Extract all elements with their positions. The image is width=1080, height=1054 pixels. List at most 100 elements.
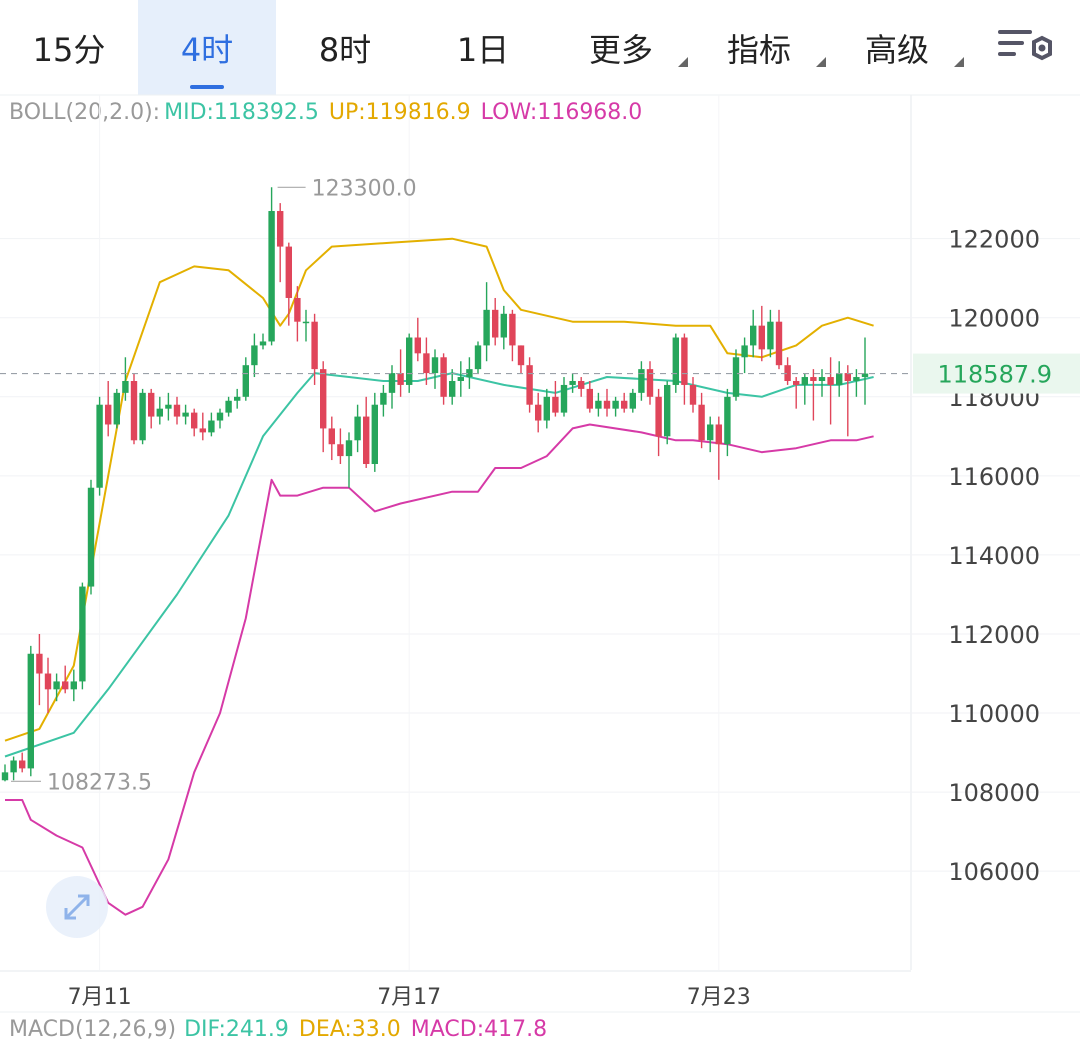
candle: [578, 377, 585, 397]
candle-body: [388, 373, 396, 393]
candle-body: [500, 313, 507, 338]
candle: [431, 349, 439, 389]
candle: [328, 416, 335, 461]
candle-body: [27, 653, 34, 769]
candle: [191, 408, 198, 437]
candle-body: [363, 416, 370, 465]
candles: [1, 187, 869, 782]
candle: [414, 317, 421, 362]
candle: [758, 305, 765, 362]
tab-label: 15分: [32, 30, 106, 69]
macd-legend: MACD(12,26,9) DIF:241.9 DEA:33.0 MACD:417.8: [9, 1017, 547, 1042]
tab-label: 更多: [588, 30, 653, 69]
candle: [638, 361, 645, 401]
candle: [500, 305, 507, 350]
boll-upper-line: [4, 237, 874, 742]
current-price-label: 118587.9: [937, 361, 1052, 389]
tab-indicators[interactable]: 指标: [690, 0, 828, 95]
candle: [784, 357, 791, 385]
candle-body: [414, 337, 421, 354]
candle-body: [156, 408, 163, 417]
candle: [629, 388, 636, 413]
candle: [715, 416, 722, 480]
candle-body: [234, 396, 241, 401]
candle-body: [96, 404, 103, 488]
candle-body: [526, 365, 533, 405]
dropdown-triangle-icon: [816, 57, 826, 67]
candle: [320, 361, 327, 453]
candle-body: [827, 377, 834, 385]
candle-body: [53, 681, 60, 690]
candle-body: [741, 345, 748, 358]
candle-body: [569, 380, 576, 385]
expand-chart-button[interactable]: [46, 876, 108, 938]
candle-body: [208, 420, 215, 433]
candle-body: [87, 487, 95, 587]
min-price-label: 108273.5: [47, 770, 152, 795]
candle-body: [354, 416, 361, 441]
candle-body: [474, 345, 482, 370]
candle-body: [801, 377, 808, 385]
y-tick-label: 122000: [948, 226, 1040, 254]
chart-settings-icon[interactable]: [996, 24, 1052, 72]
tab-more[interactable]: 更多: [552, 0, 690, 95]
y-tick-label: 110000: [948, 700, 1040, 728]
candle: [449, 369, 456, 405]
tab-advanced[interactable]: 高级: [828, 0, 966, 95]
candle-body: [517, 345, 525, 366]
candle: [277, 203, 284, 283]
candle-body: [535, 404, 542, 421]
candle: [621, 392, 628, 413]
y-tick-label: 106000: [948, 858, 1040, 886]
candle-body: [629, 392, 636, 409]
tab-label: 指标: [726, 30, 791, 69]
candle: [10, 756, 17, 781]
candle-body: [793, 380, 800, 385]
candle-body: [715, 424, 722, 445]
candle-body: [844, 373, 851, 381]
candle: [827, 357, 834, 425]
candle: [388, 365, 396, 409]
candle: [225, 396, 232, 417]
bollinger-bands: [4, 237, 874, 916]
candle-body: [371, 404, 378, 465]
candle-body: [113, 392, 120, 425]
candle: [724, 388, 731, 457]
candle: [62, 665, 69, 694]
candle-body: [337, 444, 344, 457]
candle: [354, 404, 361, 453]
macd-label: MACD(12,26,9): [9, 1017, 177, 1042]
y-tick-label: 116000: [948, 463, 1040, 491]
candle-body: [423, 353, 430, 374]
candle-body: [578, 380, 585, 389]
candle-body: [595, 400, 602, 409]
candle-body: [380, 392, 387, 405]
candle-body: [457, 377, 464, 381]
candle: [689, 377, 697, 413]
tab-1d[interactable]: 1日: [414, 0, 552, 95]
candle-body: [664, 384, 671, 437]
candle-body: [251, 345, 258, 366]
candle: [655, 388, 662, 457]
candle-body: [199, 428, 206, 433]
candle-body: [173, 404, 181, 417]
candle-body: [655, 396, 662, 437]
candle: [79, 582, 86, 690]
candle-body: [440, 357, 447, 397]
candle: [560, 377, 568, 417]
candle-body: [689, 384, 697, 405]
candle-body: [79, 586, 86, 682]
tab-15min[interactable]: 15分: [0, 0, 138, 95]
tab-8h[interactable]: 8时: [276, 0, 414, 95]
price-markers: 118587.9 123300.0 108273.5: [0, 176, 1080, 795]
candle-body: [105, 404, 112, 425]
y-tick-label: 108000: [948, 779, 1040, 807]
candle-body: [775, 321, 783, 366]
candle-body: [612, 400, 619, 409]
candle: [173, 396, 181, 425]
candle: [199, 412, 206, 441]
y-axis-labels: 106000 108000 110000 112000 114000 116000 1180…: [948, 226, 1040, 886]
tab-4h[interactable]: 4时: [138, 0, 276, 95]
current-price-tag: [913, 353, 1080, 394]
candle: [285, 242, 292, 326]
